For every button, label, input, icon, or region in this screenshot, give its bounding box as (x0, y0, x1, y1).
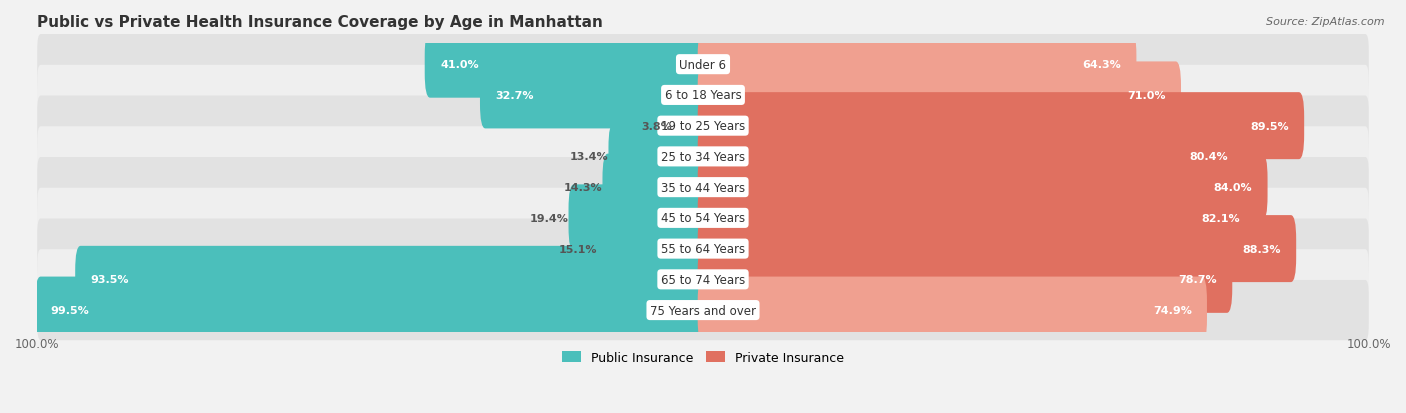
FancyBboxPatch shape (37, 96, 1369, 157)
FancyBboxPatch shape (697, 93, 1305, 160)
FancyBboxPatch shape (37, 280, 1369, 340)
Text: 84.0%: 84.0% (1213, 183, 1253, 192)
Text: Source: ZipAtlas.com: Source: ZipAtlas.com (1267, 17, 1385, 26)
FancyBboxPatch shape (75, 246, 709, 313)
Text: 80.4%: 80.4% (1189, 152, 1229, 162)
Text: 55 to 64 Years: 55 to 64 Years (661, 242, 745, 256)
FancyBboxPatch shape (697, 62, 1181, 129)
Text: Under 6: Under 6 (679, 59, 727, 71)
Text: 99.5%: 99.5% (51, 305, 90, 315)
FancyBboxPatch shape (37, 249, 1369, 310)
Text: 64.3%: 64.3% (1083, 60, 1121, 70)
Text: 15.1%: 15.1% (558, 244, 598, 254)
FancyBboxPatch shape (609, 123, 709, 190)
FancyBboxPatch shape (35, 277, 709, 344)
Text: Public vs Private Health Insurance Coverage by Age in Manhattan: Public vs Private Health Insurance Cover… (37, 15, 603, 30)
FancyBboxPatch shape (425, 32, 709, 98)
FancyBboxPatch shape (37, 35, 1369, 95)
Text: 45 to 54 Years: 45 to 54 Years (661, 212, 745, 225)
FancyBboxPatch shape (697, 216, 1296, 282)
FancyBboxPatch shape (697, 154, 1268, 221)
FancyBboxPatch shape (479, 62, 709, 129)
FancyBboxPatch shape (598, 216, 709, 282)
Legend: Public Insurance, Private Insurance: Public Insurance, Private Insurance (557, 346, 849, 369)
Text: 74.9%: 74.9% (1153, 305, 1192, 315)
Text: 41.0%: 41.0% (440, 60, 478, 70)
Text: 78.7%: 78.7% (1178, 275, 1218, 285)
Text: 35 to 44 Years: 35 to 44 Years (661, 181, 745, 194)
Text: 71.0%: 71.0% (1128, 91, 1166, 101)
Text: 14.3%: 14.3% (564, 183, 603, 192)
FancyBboxPatch shape (697, 246, 1232, 313)
FancyBboxPatch shape (568, 185, 709, 252)
Text: 88.3%: 88.3% (1243, 244, 1281, 254)
Text: 75 Years and over: 75 Years and over (650, 304, 756, 317)
Text: 89.5%: 89.5% (1250, 121, 1289, 131)
FancyBboxPatch shape (37, 127, 1369, 187)
Text: 65 to 74 Years: 65 to 74 Years (661, 273, 745, 286)
FancyBboxPatch shape (37, 66, 1369, 126)
FancyBboxPatch shape (697, 185, 1256, 252)
FancyBboxPatch shape (37, 158, 1369, 218)
Text: 6 to 18 Years: 6 to 18 Years (665, 89, 741, 102)
Text: 93.5%: 93.5% (90, 275, 129, 285)
Text: 19.4%: 19.4% (530, 214, 568, 223)
FancyBboxPatch shape (603, 154, 709, 221)
FancyBboxPatch shape (697, 32, 1136, 98)
Text: 25 to 34 Years: 25 to 34 Years (661, 150, 745, 164)
Text: 13.4%: 13.4% (569, 152, 609, 162)
FancyBboxPatch shape (37, 188, 1369, 248)
FancyBboxPatch shape (697, 123, 1243, 190)
Text: 32.7%: 32.7% (495, 91, 534, 101)
FancyBboxPatch shape (672, 93, 709, 160)
FancyBboxPatch shape (697, 277, 1206, 344)
FancyBboxPatch shape (37, 219, 1369, 279)
Text: 3.8%: 3.8% (641, 121, 672, 131)
Text: 19 to 25 Years: 19 to 25 Years (661, 120, 745, 133)
Text: 82.1%: 82.1% (1201, 214, 1240, 223)
